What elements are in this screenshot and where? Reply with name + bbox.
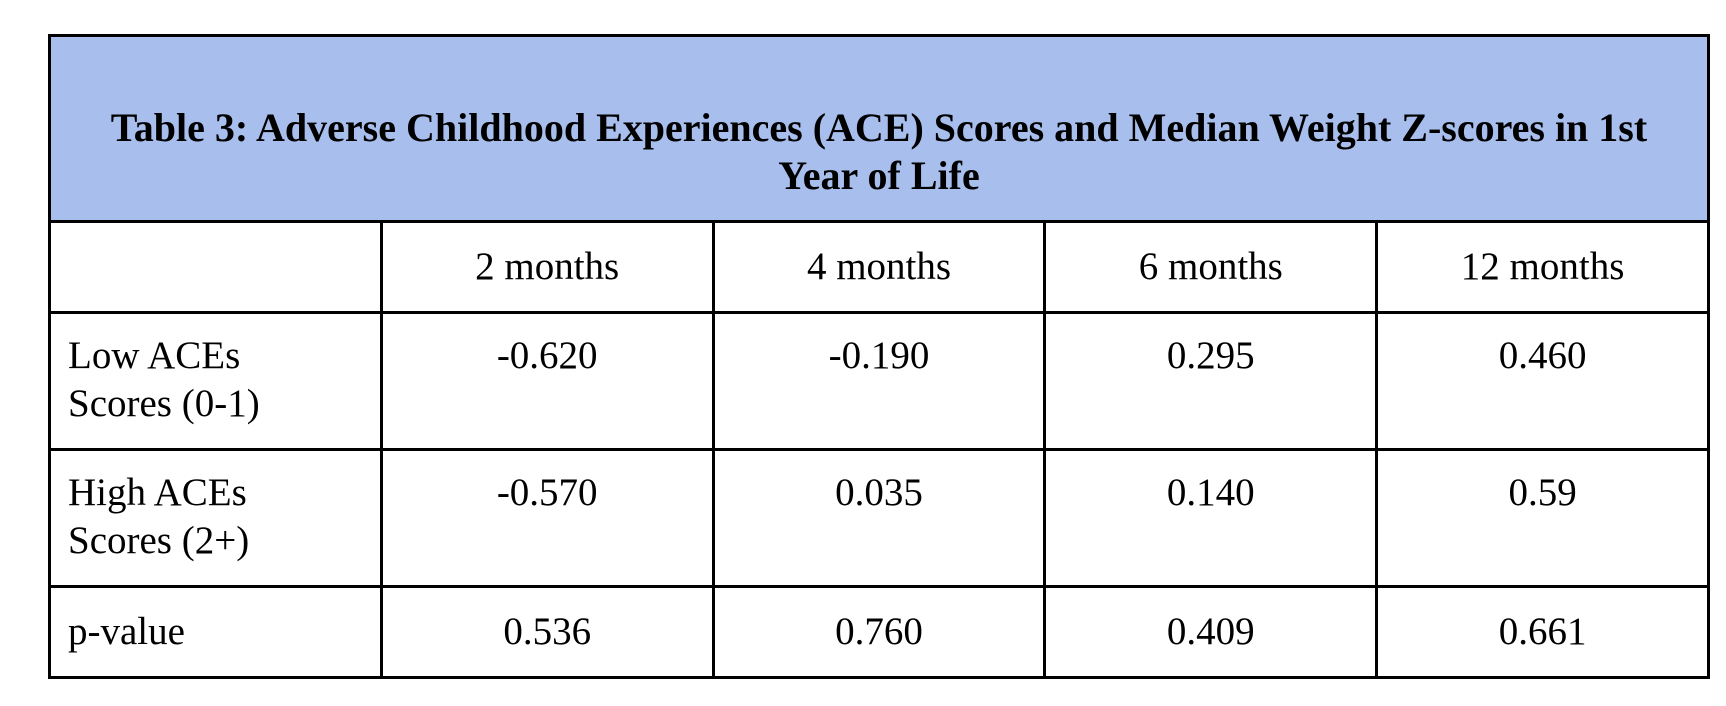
row-label-line: High ACEs bbox=[68, 471, 247, 514]
table-cell: 0.140 bbox=[1043, 448, 1379, 588]
row-label-high-aces: High ACEs Scores (2+) bbox=[48, 448, 383, 588]
row-label-line: Low ACEs bbox=[68, 334, 241, 377]
column-header-2-months: 2 months bbox=[379, 220, 715, 314]
table-title: Table 3: Adverse Childhood Experiences (… bbox=[48, 34, 1710, 223]
table-cell: 0.661 bbox=[1375, 585, 1710, 679]
column-header-6-months: 6 months bbox=[1043, 220, 1379, 314]
table-cell: 0.409 bbox=[1043, 585, 1379, 679]
row-label-low-aces: Low ACEs Scores (0-1) bbox=[48, 311, 383, 451]
row-label-line: Scores (2+) bbox=[68, 519, 250, 562]
table-cell: 0.295 bbox=[1043, 311, 1379, 451]
table-row-p-value: p-value 0.536 0.760 0.409 0.661 bbox=[48, 585, 1710, 679]
column-header-4-months: 4 months bbox=[711, 220, 1047, 314]
table-cell: 0.536 bbox=[379, 585, 715, 679]
table-row-high-aces: High ACEs Scores (2+) -0.570 0.035 0.140 … bbox=[48, 448, 1710, 588]
table-cell: -0.620 bbox=[379, 311, 715, 451]
row-label-p-value: p-value bbox=[48, 585, 383, 679]
row-label-line: Scores (0-1) bbox=[68, 382, 260, 425]
column-header-12-months: 12 months bbox=[1375, 220, 1710, 314]
table-cell: 0.035 bbox=[711, 448, 1047, 588]
table-cell: -0.570 bbox=[379, 448, 715, 588]
table-header-row: 2 months 4 months 6 months 12 months bbox=[48, 220, 1710, 314]
column-header-empty bbox=[48, 220, 383, 314]
table-cell: 0.460 bbox=[1375, 311, 1710, 451]
table-title-row: Table 3: Adverse Childhood Experiences (… bbox=[48, 34, 1710, 223]
table-row-low-aces: Low ACEs Scores (0-1) -0.620 -0.190 0.295… bbox=[48, 311, 1710, 451]
table-cell: 0.760 bbox=[711, 585, 1047, 679]
table-cell: 0.59 bbox=[1375, 448, 1710, 588]
table-cell: -0.190 bbox=[711, 311, 1047, 451]
ace-weight-table: Table 3: Adverse Childhood Experiences (… bbox=[48, 34, 1710, 679]
